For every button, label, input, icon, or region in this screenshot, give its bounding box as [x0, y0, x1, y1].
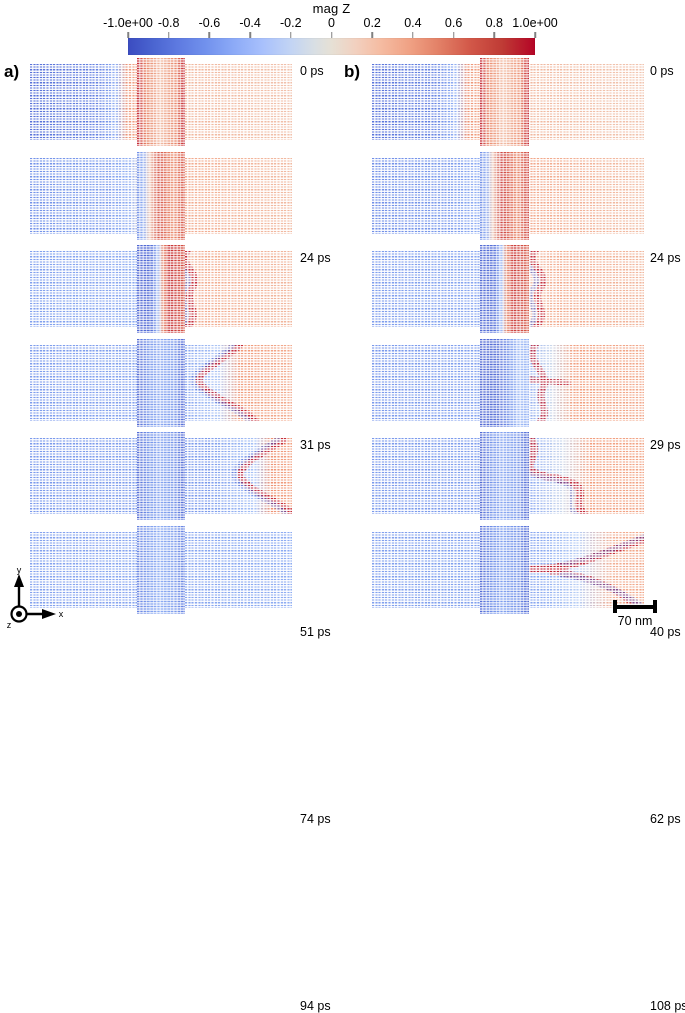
frame-time-label: 0 ps [300, 64, 324, 78]
block-magnetisation-field [480, 525, 530, 614]
frame-time-label: 29 ps [650, 438, 681, 452]
central-block [480, 151, 530, 240]
colorbar-tick [412, 32, 414, 38]
block-magnetisation-field [480, 432, 530, 520]
x-axis-label: x [59, 609, 64, 619]
colorbar-tick [330, 32, 333, 38]
central-block [136, 58, 186, 146]
frame-time-label: 108 ps [650, 999, 685, 1013]
colorbar-tick-label: 1.0e+00 [512, 16, 558, 30]
scale-bar-stem [616, 605, 654, 609]
block-magnetisation-field [136, 151, 186, 240]
panel-label-b: b) [344, 62, 361, 81]
simulation-frame: 24 ps [30, 151, 331, 265]
colorbar-tick [371, 32, 373, 38]
scale-bar-label: 70 nm [617, 614, 653, 628]
block-magnetisation-field [136, 58, 186, 146]
colorbar-tick-label: 0.6 [444, 16, 463, 30]
panel-label-a: a) [4, 62, 20, 81]
domain-wall-stroke [559, 533, 644, 566]
colorbar-tick-label: -1.0e+00 [103, 16, 153, 30]
scale-bar: 70 nm [600, 600, 670, 628]
simulation-frame: 74 ps [30, 432, 331, 826]
block-magnetisation-field [480, 151, 530, 240]
colorbar-tick-label: 0.2 [363, 16, 381, 30]
colorbar-tick-labels: -1.0e+00 -0.8 -0.6 -0.4 -0.2 0 0.2 0.4 0.6 0.8 1.0… [0, 16, 685, 31]
central-block [136, 245, 186, 333]
simulation-frame: 94 ps [30, 525, 331, 1013]
frame-time-label: 31 ps [300, 438, 331, 452]
frame-time-label: 94 ps [300, 999, 331, 1013]
domain-wall-stroke [195, 344, 259, 421]
colorbar-title: mag Z [312, 1, 351, 16]
colorbar-tick [534, 32, 536, 38]
colorbar-tick [127, 32, 129, 38]
frame-time-label: 24 ps [650, 251, 681, 265]
central-block [480, 525, 530, 614]
z-axis-dot-icon [16, 611, 22, 617]
colorbar-tick [208, 32, 211, 38]
colorbar-tick [452, 32, 455, 38]
colorbar-tick-label: 0 [328, 16, 335, 30]
axis-indicator: y x z [4, 565, 66, 630]
block-magnetisation-field [480, 58, 530, 146]
simulation-frame: 31 ps [30, 245, 331, 452]
central-block [136, 432, 186, 520]
simulation-frame: 51 ps [30, 338, 331, 639]
colorbar-gradient [128, 38, 535, 55]
central-block [480, 58, 530, 146]
central-block [480, 338, 530, 427]
central-block [480, 245, 530, 333]
simulation-panel-a: 0 ps 24 ps 31 ps 51 ps 74 ps 94 ps [30, 58, 331, 1013]
frame-time-label: 24 ps [300, 251, 331, 265]
block-magnetisation-field [480, 245, 530, 333]
central-block [480, 432, 530, 520]
y-axis-label: y [17, 568, 22, 575]
colorbar-tick-label: -0.8 [157, 16, 180, 30]
z-axis-label: z [7, 620, 12, 630]
scale-bar-glyph-icon [613, 600, 657, 613]
simulation-frame: 24 ps [372, 151, 681, 265]
colorbar-ticks [0, 32, 685, 38]
x-axis-arrowhead [42, 609, 56, 619]
y-axis-arrowhead [14, 574, 24, 587]
simulation-panel-b: 0 ps 24 ps 29 ps 40 ps 62 ps 108 ps [372, 58, 685, 1013]
colorbar: mag Z -1.0e+00 -0.8 -0.6 -0.4 -0.2 0 0.2 0.4 0.6… [0, 0, 685, 58]
frame-time-label: 0 ps [650, 64, 674, 78]
frame-time-label: 62 ps [650, 812, 681, 826]
colorbar-tick-label: -0.2 [280, 16, 302, 30]
block-magnetisation-field [136, 432, 186, 520]
central-block [136, 151, 186, 240]
simulation-frame: 0 ps [30, 58, 324, 146]
simulation-frame: 0 ps [372, 58, 674, 146]
frame-time-label: 51 ps [300, 625, 331, 639]
colorbar-tick [167, 32, 170, 38]
simulation-frame: 40 ps [372, 338, 681, 639]
block-magnetisation-field [136, 245, 186, 333]
colorbar-tick [249, 32, 251, 38]
colorbar-tick [493, 32, 496, 38]
simulation-frame: 62 ps [372, 432, 681, 826]
colorbar-tick-label: -0.6 [198, 16, 221, 30]
colorbar-tick [290, 32, 292, 38]
simulation-frame: 29 ps [372, 245, 681, 452]
central-block [136, 525, 186, 614]
colorbar-tick-label: 0.4 [404, 16, 422, 30]
block-magnetisation-field [480, 338, 530, 427]
colorbar-tick-label: -0.4 [239, 16, 261, 30]
block-magnetisation-field [136, 338, 186, 427]
block-magnetisation-field [136, 525, 186, 614]
axis-indicator-svg: y x z [7, 565, 64, 630]
central-block [136, 338, 186, 427]
colorbar-tick-label: 0.8 [485, 16, 503, 30]
frame-time-label: 74 ps [300, 812, 331, 826]
